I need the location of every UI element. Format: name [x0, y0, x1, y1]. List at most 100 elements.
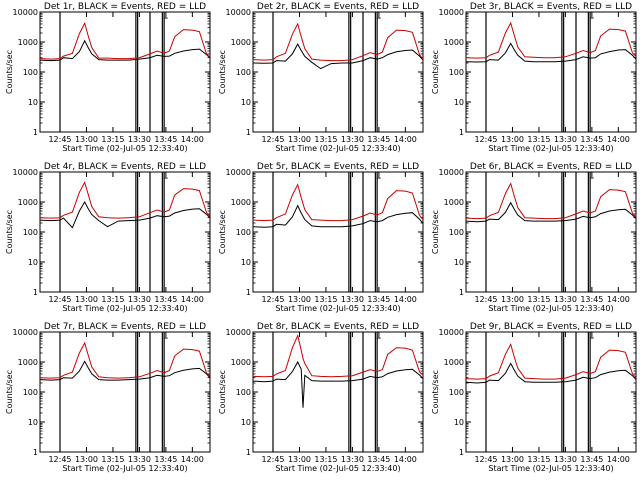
- y-axis-label: Counts/sec: [5, 210, 14, 254]
- y-tick-label: 1: [459, 128, 464, 137]
- y-tick-label: 100: [236, 388, 251, 397]
- x-tick-label: 13:00: [501, 455, 524, 464]
- x-tick-label: 12:45: [474, 295, 497, 304]
- x-tick-label: 13:45: [367, 135, 390, 144]
- x-tick-label: 14:00: [181, 135, 204, 144]
- y-tick-label: 10000: [226, 328, 251, 337]
- lld-series-line: [465, 342, 637, 380]
- y-tick-label: 10000: [13, 328, 38, 337]
- x-tick-label: 13:00: [75, 455, 98, 464]
- x-tick-label: 14:00: [181, 295, 204, 304]
- lld-series-line: [465, 182, 637, 220]
- y-tick-label: 100: [23, 68, 38, 77]
- x-tick-label: 13:30: [554, 135, 577, 144]
- panel-title: Det 1r, BLACK = Events, RED = LLD: [44, 2, 206, 12]
- events-series-line: [252, 204, 424, 228]
- x-tick-label: 13:00: [75, 295, 98, 304]
- x-tick-label: 13:30: [341, 135, 364, 144]
- y-tick-label: 1000: [231, 38, 251, 47]
- panel-1: Det 1r, BLACK = Events, RED = LLD 1 10 100 1…: [5, 2, 211, 153]
- x-tick-label: 13:15: [527, 295, 550, 304]
- x-tick-label: 14:00: [181, 455, 204, 464]
- y-tick-label: 1000: [18, 358, 38, 367]
- x-tick-label: 13:30: [128, 295, 151, 304]
- y-tick-label: 1000: [231, 198, 251, 207]
- y-axis-label: Counts/sec: [5, 370, 14, 414]
- y-axis-label: Counts/sec: [431, 210, 440, 254]
- panel-7: Det 7r, BLACK = Events, RED = LLD 1 10 100 1…: [5, 322, 211, 473]
- y-tick-label: 10000: [226, 8, 251, 17]
- y-tick-label: 10: [454, 418, 464, 427]
- panel-9: Det 9r, BLACK = Events, RED = LLD 1 10 100 1…: [431, 322, 637, 473]
- y-tick-label: 100: [449, 68, 464, 77]
- x-tick-label: 13:15: [527, 135, 550, 144]
- x-tick-label: 13:45: [580, 135, 603, 144]
- x-tick-label: 13:45: [367, 295, 390, 304]
- panel-title: Det 4r, BLACK = Events, RED = LLD: [44, 162, 206, 172]
- x-tick-label: 13:00: [288, 295, 311, 304]
- y-tick-label: 10000: [439, 328, 464, 337]
- y-tick-label: 1: [33, 288, 38, 297]
- x-tick-label: 13:30: [341, 455, 364, 464]
- x-axis-label: Start Time (02-Jul-05 12:33:40): [275, 464, 400, 473]
- x-tick-label: 13:45: [580, 455, 603, 464]
- plot-frame: [465, 11, 637, 133]
- x-tick-label: 14:00: [607, 455, 630, 464]
- x-tick-label: 12:45: [474, 455, 497, 464]
- x-tick-label: 13:15: [101, 295, 124, 304]
- x-tick-label: 13:15: [101, 135, 124, 144]
- y-axis-label: Counts/sec: [218, 370, 227, 414]
- y-tick-label: 1000: [18, 198, 38, 207]
- x-tick-label: 14:00: [394, 455, 417, 464]
- y-tick-label: 10000: [226, 168, 251, 177]
- y-tick-label: 10000: [13, 8, 38, 17]
- y-tick-label: 1000: [444, 38, 464, 47]
- y-tick-label: 1: [246, 288, 251, 297]
- lld-series-line: [39, 21, 211, 60]
- panel-title: Det 5r, BLACK = Events, RED = LLD: [257, 162, 419, 172]
- x-tick-label: 13:30: [128, 135, 151, 144]
- events-series-line: [252, 360, 424, 408]
- y-tick-label: 100: [449, 388, 464, 397]
- x-tick-label: 13:30: [128, 455, 151, 464]
- x-tick-label: 14:00: [394, 295, 417, 304]
- x-axis-label: Start Time (02-Jul-05 12:33:40): [62, 464, 187, 473]
- events-series-line: [39, 39, 211, 62]
- events-series-line: [465, 362, 637, 384]
- y-tick-label: 10: [241, 258, 251, 267]
- y-tick-label: 10000: [439, 8, 464, 17]
- y-axis-label: Counts/sec: [431, 50, 440, 94]
- x-tick-label: 12:45: [261, 135, 284, 144]
- panel-3: Det 3r, BLACK = Events, RED = LLD 1 10 100 1…: [431, 2, 637, 153]
- x-tick-label: 13:45: [154, 135, 177, 144]
- x-tick-label: 13:45: [580, 295, 603, 304]
- y-tick-label: 100: [236, 68, 251, 77]
- events-series-line: [465, 42, 637, 63]
- x-axis-label: Start Time (02-Jul-05 12:33:40): [62, 304, 187, 313]
- x-tick-label: 13:15: [314, 295, 337, 304]
- y-tick-label: 1: [459, 448, 464, 457]
- x-tick-label: 14:00: [394, 135, 417, 144]
- y-tick-label: 1: [459, 288, 464, 297]
- panel-4: Det 4r, BLACK = Events, RED = LLD 1 10 100 1…: [5, 162, 211, 313]
- y-tick-label: 10: [241, 418, 251, 427]
- y-axis-label: Counts/sec: [218, 50, 227, 94]
- y-tick-label: 100: [23, 228, 38, 237]
- y-tick-label: 1000: [444, 358, 464, 367]
- plot-frame: [39, 331, 211, 453]
- panel-2: Det 2r, BLACK = Events, RED = LLD 1 10 100 1…: [218, 2, 424, 153]
- panel-8: Det 8r, BLACK = Events, RED = LLD 1 10 100 1…: [218, 322, 424, 473]
- lld-series-line: [465, 21, 637, 59]
- lld-series-line: [39, 341, 211, 379]
- x-tick-label: 13:15: [314, 455, 337, 464]
- y-tick-label: 1000: [444, 198, 464, 207]
- lld-series-line: [252, 22, 424, 62]
- y-tick-label: 100: [449, 228, 464, 237]
- y-tick-label: 1: [246, 128, 251, 137]
- x-axis-label: Start Time (02-Jul-05 12:33:40): [488, 464, 613, 473]
- x-tick-label: 13:30: [554, 455, 577, 464]
- lld-series-line: [252, 183, 424, 222]
- y-tick-label: 10000: [439, 168, 464, 177]
- x-tick-label: 13:00: [501, 135, 524, 144]
